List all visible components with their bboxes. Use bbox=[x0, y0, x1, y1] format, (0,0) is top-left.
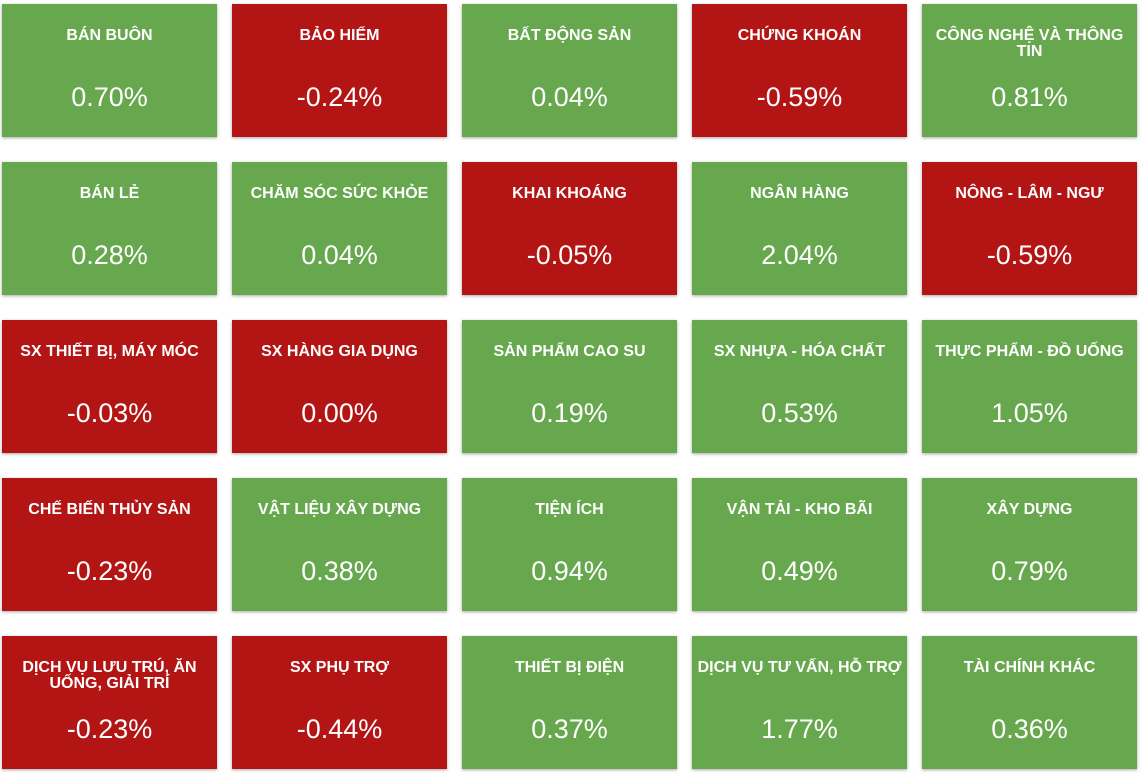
sector-tile[interactable]: DỊCH VỤ LƯU TRÚ, ĂN UỐNG, GIẢI TRÍ -0.23% bbox=[2, 636, 217, 769]
sector-name: XÂY DỰNG bbox=[986, 501, 1073, 518]
sector-name: DỊCH VỤ TƯ VẤN, HỖ TRỢ bbox=[697, 659, 902, 676]
sector-name: CHĂM SÓC SỨC KHỎE bbox=[250, 185, 429, 202]
sector-name: NGÂN HÀNG bbox=[750, 185, 849, 202]
sector-change-value: -0.23% bbox=[66, 556, 153, 586]
sector-tile[interactable]: BÁN BUÔN 0.70% bbox=[2, 4, 217, 137]
sector-tile[interactable]: SX PHỤ TRỢ -0.44% bbox=[232, 636, 447, 769]
sector-name: VẬT LIỆU XÂY DỰNG bbox=[257, 501, 422, 518]
sector-change-value: 0.04% bbox=[531, 82, 608, 112]
sector-name: TIỆN ÍCH bbox=[535, 501, 604, 518]
sector-tile[interactable]: TÀI CHÍNH KHÁC 0.36% bbox=[922, 636, 1137, 769]
sector-change-value: 0.37% bbox=[531, 714, 608, 744]
sector-tile[interactable]: TIỆN ÍCH 0.94% bbox=[462, 478, 677, 611]
sector-change-value: -0.24% bbox=[296, 82, 383, 112]
sector-tile[interactable]: VẬT LIỆU XÂY DỰNG 0.38% bbox=[232, 478, 447, 611]
sector-change-value: 0.70% bbox=[71, 82, 148, 112]
sector-tile[interactable]: SẢN PHẨM CAO SU 0.19% bbox=[462, 320, 677, 453]
sector-tile[interactable]: CHĂM SÓC SỨC KHỎE 0.04% bbox=[232, 162, 447, 295]
sector-change-value: -0.23% bbox=[66, 714, 153, 744]
sector-tile[interactable]: CHẾ BIẾN THỦY SẢN -0.23% bbox=[2, 478, 217, 611]
sector-tile[interactable]: THỰC PHẨM - ĐỒ UỐNG 1.05% bbox=[922, 320, 1137, 453]
sector-change-value: 0.53% bbox=[761, 398, 838, 428]
sector-name: NÔNG - LÂM - NGƯ bbox=[955, 185, 1104, 202]
sector-tile[interactable]: SX NHỰA - HÓA CHẤT 0.53% bbox=[692, 320, 907, 453]
sector-tile[interactable]: KHAI KHOÁNG -0.05% bbox=[462, 162, 677, 295]
sector-name: DỊCH VỤ LƯU TRÚ, ĂN UỐNG, GIẢI TRÍ bbox=[22, 659, 197, 692]
sector-tile[interactable]: SX HÀNG GIA DỤNG 0.00% bbox=[232, 320, 447, 453]
sector-tile[interactable]: CÔNG NGHỆ VÀ THÔNG TIN 0.81% bbox=[922, 4, 1137, 137]
sector-change-value: 2.04% bbox=[761, 240, 838, 270]
sector-change-value: -0.03% bbox=[66, 398, 153, 428]
sector-name: BẢO HIỂM bbox=[299, 27, 380, 44]
sector-change-value: 0.36% bbox=[991, 714, 1068, 744]
sector-tile[interactable]: NGÂN HÀNG 2.04% bbox=[692, 162, 907, 295]
sector-change-value: 0.94% bbox=[531, 556, 608, 586]
sector-name: SX THIẾT BỊ, MÁY MÓC bbox=[20, 343, 199, 360]
sector-name: SX NHỰA - HÓA CHẤT bbox=[713, 343, 886, 360]
sector-tile[interactable]: BẤT ĐỘNG SẢN 0.04% bbox=[462, 4, 677, 137]
sector-name: BÁN LẺ bbox=[79, 185, 140, 202]
sector-change-value: 0.28% bbox=[71, 240, 148, 270]
sector-change-value: 1.77% bbox=[761, 714, 838, 744]
sector-change-value: 0.81% bbox=[991, 82, 1068, 112]
sector-tile[interactable]: SX THIẾT BỊ, MÁY MÓC -0.03% bbox=[2, 320, 217, 453]
sector-change-value: -0.59% bbox=[756, 82, 843, 112]
sector-change-value: 0.19% bbox=[531, 398, 608, 428]
sector-name: TÀI CHÍNH KHÁC bbox=[963, 659, 1096, 676]
sector-tile[interactable]: XÂY DỰNG 0.79% bbox=[922, 478, 1137, 611]
sector-name: VẬN TẢI - KHO BÃI bbox=[726, 501, 873, 518]
sector-name: SX PHỤ TRỢ bbox=[290, 659, 389, 676]
sector-tile[interactable]: BÁN LẺ 0.28% bbox=[2, 162, 217, 295]
sector-change-value: -0.05% bbox=[526, 240, 613, 270]
sector-name: CÔNG NGHỆ VÀ THÔNG TIN bbox=[935, 27, 1124, 60]
sector-name: BÁN BUÔN bbox=[66, 27, 153, 44]
sector-name: THỰC PHẨM - ĐỒ UỐNG bbox=[935, 343, 1124, 360]
sector-tile[interactable]: CHỨNG KHOÁN -0.59% bbox=[692, 4, 907, 137]
sector-tile[interactable]: NÔNG - LÂM - NGƯ -0.59% bbox=[922, 162, 1137, 295]
sector-change-value: -0.44% bbox=[296, 714, 383, 744]
sector-tile[interactable]: THIẾT BỊ ĐIỆN 0.37% bbox=[462, 636, 677, 769]
sector-change-value: 0.79% bbox=[991, 556, 1068, 586]
sector-change-value: -0.59% bbox=[986, 240, 1073, 270]
sector-change-value: 0.38% bbox=[301, 556, 378, 586]
sector-tile[interactable]: DỊCH VỤ TƯ VẤN, HỖ TRỢ 1.77% bbox=[692, 636, 907, 769]
sector-change-value: 1.05% bbox=[991, 398, 1068, 428]
sector-tile[interactable]: BẢO HIỂM -0.24% bbox=[232, 4, 447, 137]
sector-change-value: 0.00% bbox=[301, 398, 378, 428]
sector-tile[interactable]: VẬN TẢI - KHO BÃI 0.49% bbox=[692, 478, 907, 611]
sector-name: SX HÀNG GIA DỤNG bbox=[261, 343, 418, 360]
sector-name: CHỨNG KHOÁN bbox=[737, 27, 862, 44]
sector-change-value: 0.49% bbox=[761, 556, 838, 586]
sector-name: KHAI KHOÁNG bbox=[512, 185, 627, 202]
sector-name: SẢN PHẨM CAO SU bbox=[493, 343, 646, 360]
sector-name: BẤT ĐỘNG SẢN bbox=[507, 27, 632, 44]
sector-change-value: 0.04% bbox=[301, 240, 378, 270]
sector-name: THIẾT BỊ ĐIỆN bbox=[514, 659, 625, 676]
sector-name: CHẾ BIẾN THỦY SẢN bbox=[28, 501, 191, 518]
